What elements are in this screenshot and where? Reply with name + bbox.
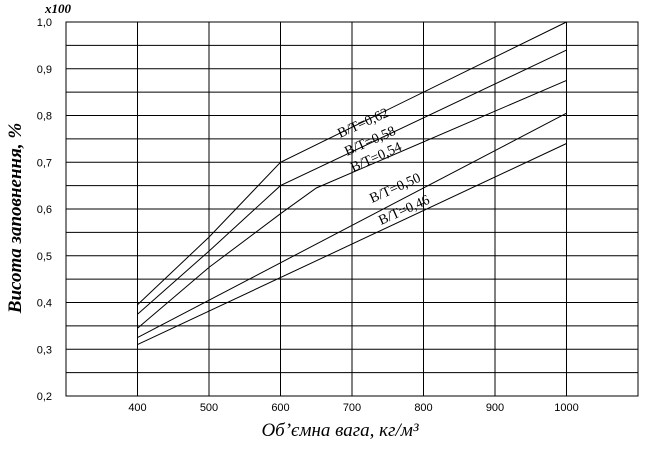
y-axis-title: Висота заповнення, % <box>5 123 26 314</box>
x-axis-title: Об’ємна вага, кг/м³ <box>261 420 418 441</box>
x-tick-label: 700 <box>343 402 361 414</box>
x-tick-label: 600 <box>271 402 289 414</box>
x-tick-label: 1000 <box>554 402 578 414</box>
series-line <box>137 21 567 306</box>
grid <box>65 21 639 397</box>
series-line <box>137 79 567 329</box>
y-tick-label: 0,8 <box>37 111 52 123</box>
y-tick-label: 1,0 <box>37 17 52 29</box>
x-tick-label: 400 <box>128 402 146 414</box>
series-labels: В/Т=0,62В/Т=0,58В/Т=0,54В/Т=0,50В/Т=0,46 <box>336 106 433 229</box>
series-line <box>137 112 567 339</box>
y-tick-label: 0,9 <box>37 64 52 76</box>
y-multiplier-label: x100 <box>44 1 72 16</box>
y-tick-label: 0,3 <box>37 344 52 356</box>
x-tick-label: 900 <box>486 402 504 414</box>
x-tick-label: 800 <box>414 402 432 414</box>
y-tick-label: 0,2 <box>37 391 52 403</box>
x-tick-label: 500 <box>200 402 218 414</box>
tick-labels: 400 500 600 700 800 900 1000 0,2 0,3 0,4 0,5 0,6 0,7… <box>37 17 579 414</box>
series-line <box>137 143 567 346</box>
y-tick-label: 0,5 <box>37 251 52 263</box>
y-tick-label: 0,7 <box>37 157 52 169</box>
y-tick-label: 0,4 <box>37 298 52 310</box>
series-line <box>137 49 567 315</box>
y-tick-label: 0,6 <box>37 204 52 216</box>
series-group <box>137 21 567 346</box>
